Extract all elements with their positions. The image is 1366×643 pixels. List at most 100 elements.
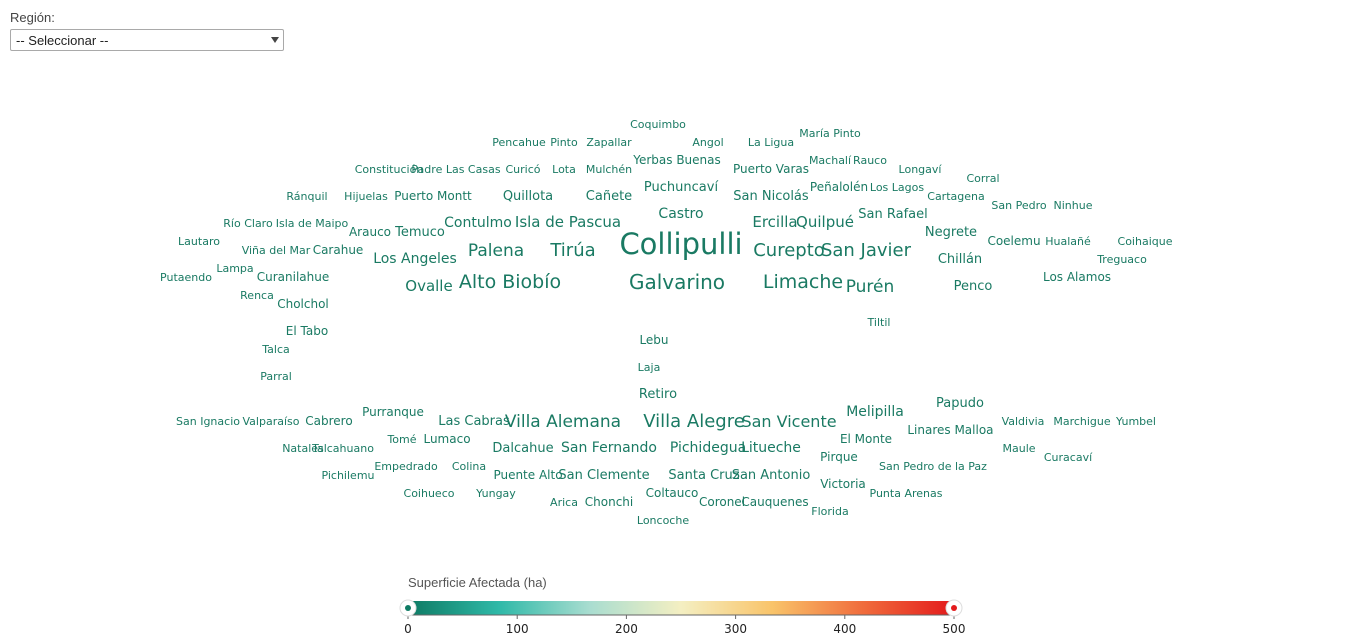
word-cloud-word[interactable]: Treguaco bbox=[1096, 253, 1147, 266]
word-cloud-word[interactable]: Dalcahue bbox=[492, 441, 553, 456]
word-cloud-word[interactable]: San Pedro bbox=[991, 199, 1046, 212]
word-cloud-word[interactable]: Ninhue bbox=[1054, 199, 1093, 212]
word-cloud-word[interactable]: San Rafael bbox=[858, 207, 927, 222]
word-cloud-word[interactable]: Lautaro bbox=[178, 235, 220, 248]
word-cloud-word[interactable]: Alto Biobío bbox=[459, 271, 561, 293]
word-cloud-word[interactable]: Cañete bbox=[586, 189, 632, 204]
word-cloud-word[interactable]: San Vicente bbox=[741, 412, 836, 431]
word-cloud-word[interactable]: San Javier bbox=[821, 240, 912, 261]
word-cloud-word[interactable]: Loncoche bbox=[637, 514, 689, 527]
word-cloud-word[interactable]: Linares bbox=[907, 423, 950, 437]
word-cloud-word[interactable]: Las Cabras bbox=[438, 414, 510, 429]
word-cloud-word[interactable]: Curanilahue bbox=[257, 270, 330, 284]
word-cloud-word[interactable]: Yungay bbox=[475, 487, 516, 500]
word-cloud-word[interactable]: Villa Alegre bbox=[643, 411, 745, 432]
word-cloud-word[interactable]: Curepto bbox=[753, 240, 825, 261]
word-cloud-word[interactable]: Pirque bbox=[820, 450, 858, 464]
word-cloud-word[interactable]: Viña del Mar bbox=[242, 244, 311, 257]
word-cloud-word[interactable]: Coronel bbox=[699, 495, 745, 509]
word-cloud-word[interactable]: Los Angeles bbox=[373, 251, 457, 267]
word-cloud-word[interactable]: Renca bbox=[240, 289, 274, 302]
word-cloud-word[interactable]: Peñalolén bbox=[810, 180, 868, 194]
word-cloud-word[interactable]: Yumbel bbox=[1115, 415, 1156, 428]
word-cloud-word[interactable]: Coelemu bbox=[987, 234, 1040, 248]
word-cloud-word[interactable]: Putaendo bbox=[160, 271, 212, 284]
word-cloud-word[interactable]: Marchigue bbox=[1053, 415, 1111, 428]
word-cloud-word[interactable]: Purranque bbox=[362, 405, 424, 419]
word-cloud-word[interactable]: Puerto Varas bbox=[733, 162, 809, 176]
word-cloud-word[interactable]: Laja bbox=[638, 361, 661, 374]
word-cloud-word[interactable]: Punta Arenas bbox=[870, 487, 943, 500]
word-cloud-word[interactable]: Angol bbox=[692, 136, 723, 149]
word-cloud-word[interactable]: Coltauco bbox=[646, 486, 699, 500]
word-cloud-word[interactable]: El Tabo bbox=[286, 324, 328, 338]
word-cloud-word[interactable]: Puerto Montt bbox=[394, 189, 472, 203]
word-cloud-word[interactable]: Lebu bbox=[639, 333, 668, 347]
word-cloud-word[interactable]: Palena bbox=[468, 241, 524, 261]
legend-min-handle[interactable] bbox=[399, 599, 417, 617]
word-cloud-word[interactable]: Empedrado bbox=[374, 460, 438, 473]
word-cloud-word[interactable]: San Clemente bbox=[558, 468, 649, 483]
word-cloud-word[interactable]: Coquimbo bbox=[630, 118, 686, 131]
word-cloud-word[interactable]: Padre Las Casas bbox=[411, 163, 500, 176]
word-cloud-word[interactable]: Penco bbox=[954, 279, 993, 294]
word-cloud-word[interactable]: Melipilla bbox=[846, 404, 904, 420]
word-cloud-word[interactable]: El Monte bbox=[840, 432, 892, 446]
word-cloud-word[interactable]: Los Lagos bbox=[870, 181, 924, 194]
word-cloud-word[interactable]: Villa Alemana bbox=[505, 412, 621, 432]
word-cloud-word[interactable]: Tirúa bbox=[549, 240, 595, 261]
word-cloud-word[interactable]: Temuco bbox=[394, 225, 445, 240]
word-cloud-word[interactable]: María Pinto bbox=[799, 127, 861, 140]
word-cloud-word[interactable]: Quilpué bbox=[796, 213, 854, 231]
word-cloud-word[interactable]: Isla de Pascua bbox=[515, 213, 621, 231]
word-cloud-word[interactable]: Cauquenes bbox=[741, 495, 808, 509]
word-cloud-word[interactable]: Coihaique bbox=[1118, 235, 1173, 248]
word-cloud-word[interactable]: Curacaví bbox=[1044, 451, 1093, 464]
word-cloud-word[interactable]: Colina bbox=[452, 460, 486, 473]
word-cloud-word[interactable]: Talcahuano bbox=[311, 442, 374, 455]
word-cloud-word[interactable]: Lampa bbox=[216, 262, 253, 275]
word-cloud-word[interactable]: Arica bbox=[550, 496, 578, 509]
word-cloud-word[interactable]: Castro bbox=[658, 206, 703, 222]
word-cloud-word[interactable]: Ránquil bbox=[286, 190, 327, 203]
word-cloud-word[interactable]: Hijuelas bbox=[344, 190, 388, 203]
word-cloud-word[interactable]: Machalí bbox=[809, 154, 852, 167]
word-cloud-word[interactable]: Mulchén bbox=[586, 163, 632, 176]
word-cloud-word[interactable]: Hualañé bbox=[1045, 235, 1091, 248]
word-cloud-word[interactable]: Retiro bbox=[639, 387, 677, 402]
word-cloud-word[interactable]: Parral bbox=[260, 370, 292, 383]
word-cloud-word[interactable]: Río Claro bbox=[223, 217, 273, 230]
word-cloud-word[interactable]: Chillán bbox=[938, 252, 982, 267]
word-cloud-word[interactable]: Zapallar bbox=[586, 136, 632, 149]
word-cloud-word[interactable]: Papudo bbox=[936, 396, 984, 411]
word-cloud-word[interactable]: Litueche bbox=[741, 440, 801, 456]
word-cloud-word[interactable]: Collipulli bbox=[619, 227, 742, 261]
word-cloud-word[interactable]: San Antonio bbox=[732, 468, 811, 483]
word-cloud-word[interactable]: Pinto bbox=[550, 136, 578, 149]
word-cloud-word[interactable]: Lota bbox=[552, 163, 576, 176]
word-cloud-word[interactable]: Yerbas Buenas bbox=[632, 153, 721, 167]
word-cloud-word[interactable]: Lumaco bbox=[423, 432, 470, 446]
word-cloud-word[interactable]: La Ligua bbox=[748, 136, 794, 149]
word-cloud-word[interactable]: Cartagena bbox=[927, 190, 984, 203]
word-cloud-word[interactable]: Corral bbox=[966, 172, 999, 185]
word-cloud-word[interactable]: Chonchi bbox=[585, 495, 633, 509]
word-cloud-word[interactable]: Ercilla bbox=[752, 213, 797, 231]
word-cloud-word[interactable]: Negrete bbox=[925, 225, 977, 240]
word-cloud-word[interactable]: Pichidegua bbox=[670, 440, 746, 456]
word-cloud-word[interactable]: Carahue bbox=[313, 243, 364, 257]
word-cloud-word[interactable]: Maule bbox=[1002, 442, 1035, 455]
word-cloud-word[interactable]: San Pedro de la Paz bbox=[879, 460, 987, 473]
word-cloud-top-word[interactable]: San José de Maipo bbox=[0, 551, 683, 560]
word-cloud-word[interactable]: Limache bbox=[763, 271, 843, 293]
word-cloud-word[interactable]: Puchuncaví bbox=[644, 180, 719, 195]
word-cloud-word[interactable]: Constitución bbox=[355, 163, 424, 176]
word-cloud-word[interactable]: Cabrero bbox=[305, 414, 352, 428]
word-cloud-word[interactable]: Coihueco bbox=[404, 487, 455, 500]
word-cloud-word[interactable]: San Nicolás bbox=[733, 189, 809, 204]
word-cloud-word[interactable]: Puente Alto bbox=[493, 468, 562, 482]
word-cloud-word[interactable]: Contulmo bbox=[444, 215, 512, 231]
word-cloud-word[interactable]: Tomé bbox=[386, 433, 416, 446]
legend-max-handle[interactable] bbox=[945, 599, 963, 617]
word-cloud-word[interactable]: Valdivia bbox=[1002, 415, 1045, 428]
